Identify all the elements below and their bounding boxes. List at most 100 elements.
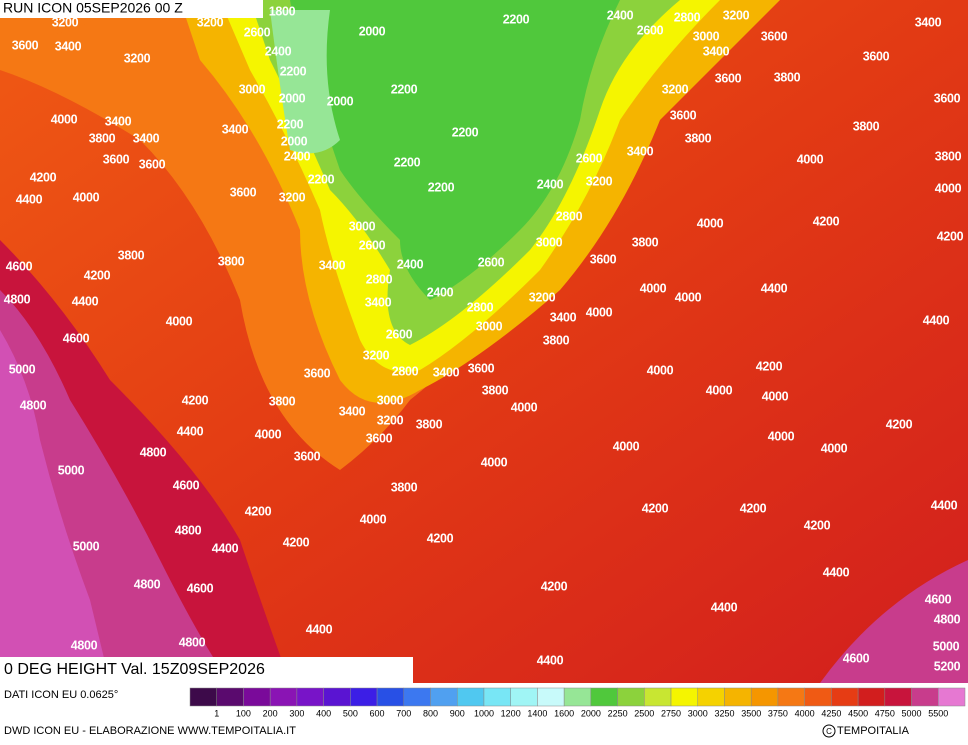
contour-label: 2400 — [284, 149, 311, 163]
contour-label: 2200 — [277, 117, 304, 131]
contour-label: 3800 — [416, 417, 443, 431]
contour-label: 3400 — [133, 131, 160, 145]
contour-label: 4000 — [166, 314, 193, 328]
contour-label: 4200 — [30, 170, 57, 184]
colorbar-label: 1 — [214, 708, 219, 718]
contour-label: 3400 — [915, 15, 942, 29]
contour-label: 4400 — [923, 313, 950, 327]
contour-label: 3400 — [319, 258, 346, 272]
colorbar-swatch — [510, 687, 538, 707]
contour-label: 4000 — [647, 363, 674, 377]
copyright-icon — [822, 724, 836, 738]
contour-label: 4200 — [804, 518, 831, 532]
contour-label: 3600 — [304, 366, 331, 380]
contour-label: 4000 — [73, 190, 100, 204]
green-zone — [290, 0, 620, 300]
peak-zone — [0, 330, 110, 683]
contour-label: 4400 — [823, 565, 850, 579]
contour-label: 3600 — [761, 29, 788, 43]
contour-label: 3400 — [339, 404, 366, 418]
colorbar-swatch — [804, 687, 832, 707]
colorbar: 1 100 200 300 400 500 600 700 800 900 1000 1200 1400… — [189, 687, 966, 718]
colorbar-label: 3750 — [768, 708, 788, 718]
colorbar-swatch — [644, 687, 672, 707]
colorbar-label: 2000 — [581, 708, 601, 718]
contour-label: 3800 — [118, 248, 145, 262]
contour-label: 4200 — [886, 417, 913, 431]
contour-label: 4200 — [740, 501, 767, 515]
pale-green-zone — [270, 10, 340, 154]
colorbar-swatch — [537, 687, 565, 707]
run-box — [0, 0, 263, 18]
colorbar-label: 4750 — [875, 708, 895, 718]
colorbar-label: 3500 — [741, 708, 761, 718]
contour-label: 4400 — [931, 498, 958, 512]
contour-label: 1800 — [269, 4, 296, 18]
contour-label: 3800 — [543, 333, 570, 347]
contour-label: 4400 — [72, 294, 99, 308]
contour-label: 4200 — [813, 214, 840, 228]
contour-label: 2000 — [279, 91, 306, 105]
colorbar-label: 2250 — [608, 708, 628, 718]
colorbar-label: 5000 — [902, 708, 922, 718]
contour-label: 2600 — [244, 25, 271, 39]
colorbar-swatch — [296, 687, 324, 707]
colorbar-label: 4000 — [795, 708, 815, 718]
map-title: 0 DEG HEIGHT Val. 15Z09SEP2026 — [4, 661, 265, 678]
contour-label: 3800 — [269, 394, 296, 408]
contour-label: 4200 — [182, 393, 209, 407]
contour-label: 3400 — [433, 365, 460, 379]
contour-label: 2200 — [428, 180, 455, 194]
contour-label: 2600 — [359, 238, 386, 252]
contour-label: 3600 — [294, 449, 321, 463]
contour-label: 4400 — [761, 281, 788, 295]
contour-label: 4600 — [63, 331, 90, 345]
contour-label: 4200 — [245, 504, 272, 518]
contour-label: 2800 — [674, 10, 701, 24]
contour-label: 4600 — [6, 259, 33, 273]
contour-label: 4000 — [935, 181, 962, 195]
colorbar-label: 1600 — [554, 708, 574, 718]
contour-label: 3600 — [468, 361, 495, 375]
copyright-label: TEMPOITALIA — [837, 725, 910, 737]
contour-label: 4000 — [675, 290, 702, 304]
contour-label: 3800 — [685, 131, 712, 145]
contour-label: 3600 — [103, 152, 130, 166]
contour-label: 2200 — [391, 82, 418, 96]
colorbar-swatch — [750, 687, 779, 707]
contour-label: 2200 — [394, 155, 421, 169]
contour-label: 4000 — [511, 400, 538, 414]
contour-label: 4000 — [360, 512, 387, 526]
colorbar-label: 200 — [263, 708, 278, 718]
high-zone-se — [820, 560, 968, 683]
colorbar-swatch — [456, 687, 485, 707]
contour-label: 3200 — [586, 174, 613, 188]
contour-label: 4600 — [925, 592, 952, 606]
contour-label: 3400 — [365, 295, 392, 309]
credit-label: DWD ICON EU - ELABORAZIONE WWW.TEMPOITAL… — [4, 725, 296, 737]
contour-label: 2400 — [537, 177, 564, 191]
contour-label: 4800 — [140, 445, 167, 459]
contour-label: 5000 — [933, 639, 960, 653]
contour-label: 4600 — [843, 651, 870, 665]
contour-label: 2400 — [607, 8, 634, 22]
contour-label: 4400 — [16, 192, 43, 206]
contour-label: 5000 — [73, 539, 100, 553]
colorbar-label: 2500 — [634, 708, 654, 718]
contour-label: 4000 — [586, 305, 613, 319]
contour-label: 2400 — [427, 285, 454, 299]
contour-label: 4000 — [797, 152, 824, 166]
contour-label: 4200 — [84, 268, 111, 282]
contour-label: 2200 — [280, 64, 307, 78]
colorbar-swatch — [350, 687, 378, 707]
contour-label: 3600 — [934, 91, 961, 105]
colorbar-swatch — [724, 687, 752, 707]
contour-label: 3200 — [377, 413, 404, 427]
colorbar-label: 1000 — [474, 708, 494, 718]
contour-label: 3000 — [239, 82, 266, 96]
contour-label: 2000 — [327, 94, 354, 108]
contour-label: 4000 — [481, 455, 508, 469]
colorbar-swatch — [884, 687, 912, 707]
contour-label: 2200 — [308, 172, 335, 186]
